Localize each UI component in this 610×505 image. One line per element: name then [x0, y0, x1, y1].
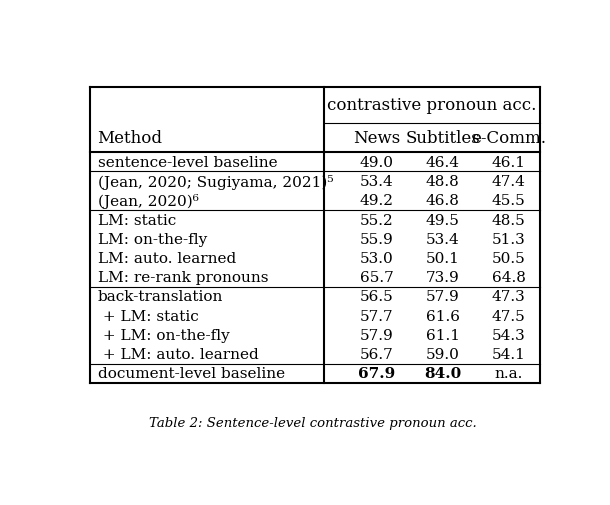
Text: document-level baseline: document-level baseline	[98, 367, 285, 381]
Text: Method: Method	[98, 130, 162, 146]
Text: (Jean, 2020)⁶: (Jean, 2020)⁶	[98, 193, 198, 209]
Text: 53.4: 53.4	[426, 232, 459, 246]
Text: 57.7: 57.7	[360, 309, 393, 323]
Text: 65.7: 65.7	[359, 271, 393, 285]
Text: 64.8: 64.8	[492, 271, 526, 285]
Text: 47.3: 47.3	[492, 290, 526, 304]
Text: + LM: static: + LM: static	[98, 309, 198, 323]
Text: 46.4: 46.4	[426, 156, 459, 169]
Text: 55.2: 55.2	[359, 213, 393, 227]
Text: 45.5: 45.5	[492, 194, 526, 208]
Text: 46.1: 46.1	[492, 156, 526, 169]
Text: n.a.: n.a.	[495, 367, 523, 381]
Text: 46.8: 46.8	[426, 194, 459, 208]
Text: 47.4: 47.4	[492, 175, 526, 189]
Text: 59.0: 59.0	[426, 347, 459, 362]
Text: 57.9: 57.9	[426, 290, 459, 304]
Text: 56.5: 56.5	[359, 290, 393, 304]
Text: LM: auto. learned: LM: auto. learned	[98, 251, 236, 266]
Text: 50.5: 50.5	[492, 251, 526, 266]
Text: 57.9: 57.9	[359, 328, 393, 342]
Text: sentence-level baseline: sentence-level baseline	[98, 156, 277, 169]
Text: 49.0: 49.0	[359, 156, 393, 169]
Text: 56.7: 56.7	[359, 347, 393, 362]
Text: News: News	[353, 130, 400, 146]
Text: 48.5: 48.5	[492, 213, 526, 227]
Text: Table 2: Sentence-level contrastive pronoun acc.: Table 2: Sentence-level contrastive pron…	[149, 416, 476, 429]
Text: (Jean, 2020; Sugiyama, 2021)⁵: (Jean, 2020; Sugiyama, 2021)⁵	[98, 174, 333, 189]
Text: 61.6: 61.6	[426, 309, 459, 323]
Text: 48.8: 48.8	[426, 175, 459, 189]
Text: 53.0: 53.0	[359, 251, 393, 266]
Text: contrastive pronoun acc.: contrastive pronoun acc.	[328, 97, 537, 114]
Text: + LM: auto. learned: + LM: auto. learned	[98, 347, 258, 362]
Text: 49.2: 49.2	[359, 194, 393, 208]
Text: 55.9: 55.9	[359, 232, 393, 246]
Text: 47.5: 47.5	[492, 309, 526, 323]
Text: LM: re-rank pronouns: LM: re-rank pronouns	[98, 271, 268, 285]
Text: LM: on-the-fly: LM: on-the-fly	[98, 232, 207, 246]
Text: Subtitles: Subtitles	[405, 130, 480, 146]
Text: back-translation: back-translation	[98, 290, 223, 304]
Text: 50.1: 50.1	[426, 251, 459, 266]
Text: e-Comm.: e-Comm.	[472, 130, 547, 146]
Text: + LM: on-the-fly: + LM: on-the-fly	[98, 328, 229, 342]
Text: 53.4: 53.4	[359, 175, 393, 189]
Text: 61.1: 61.1	[426, 328, 459, 342]
Text: 54.3: 54.3	[492, 328, 526, 342]
Text: 51.3: 51.3	[492, 232, 526, 246]
Text: 84.0: 84.0	[424, 367, 461, 381]
Text: 54.1: 54.1	[492, 347, 526, 362]
Text: LM: static: LM: static	[98, 213, 176, 227]
Text: 49.5: 49.5	[426, 213, 459, 227]
Text: 73.9: 73.9	[426, 271, 459, 285]
Text: 67.9: 67.9	[358, 367, 395, 381]
